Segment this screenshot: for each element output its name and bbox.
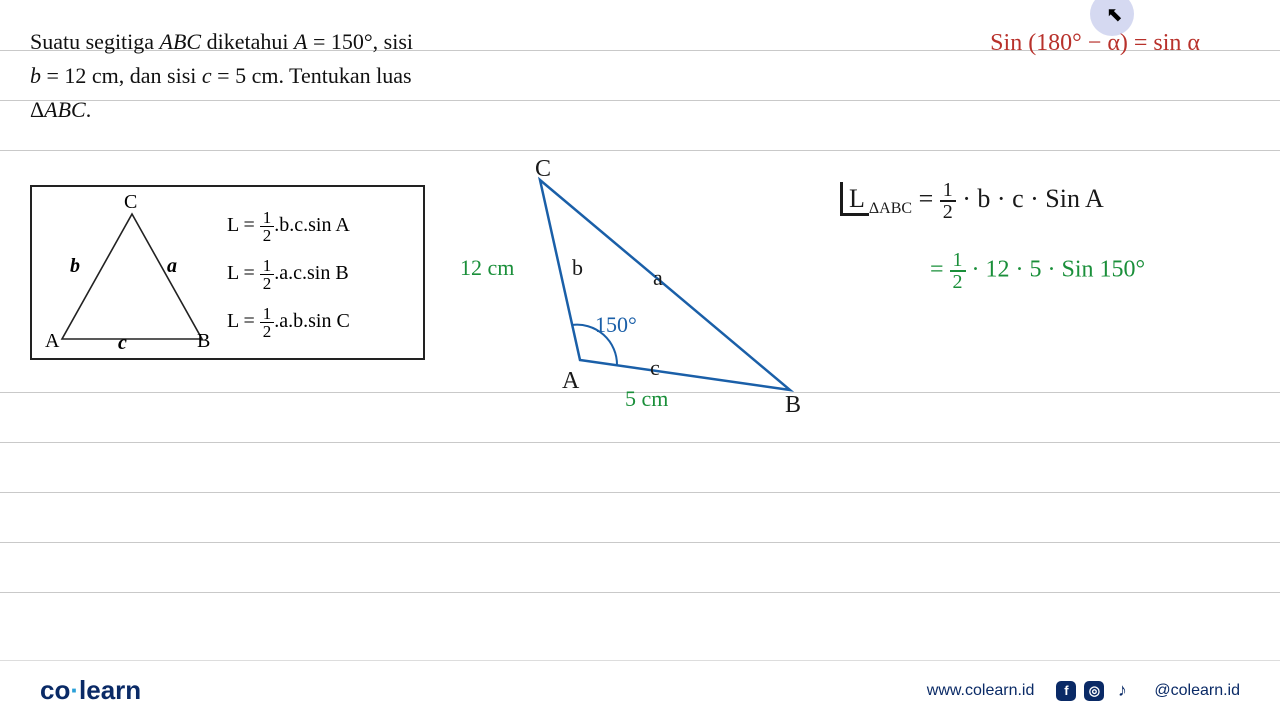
trig-identity: Sin (180° − α) = sin α — [990, 30, 1200, 57]
side-a: a — [167, 255, 177, 278]
d2-c: c — [650, 355, 660, 381]
facebook-icon: f — [1056, 681, 1076, 701]
footer-url: www.colearn.id — [927, 682, 1035, 700]
logo: co·learn — [40, 675, 141, 706]
instagram-icon: ◎ — [1084, 681, 1104, 701]
worked-diagram: C A B b a c 12 cm 5 cm 150° — [440, 160, 830, 425]
formula-3: L = 12.a.b.sin C — [227, 297, 350, 345]
formula-1: L = 12.b.c.sin A — [227, 201, 350, 249]
vertex-C: C — [124, 191, 137, 214]
vertex-B: B — [197, 330, 210, 353]
d2-len-b: 12 cm — [460, 255, 514, 281]
tiktok-icon: ♪ — [1112, 681, 1132, 701]
formula-box: A B C b a c L = 12.b.c.sin A L = 12.a.c.… — [30, 185, 425, 360]
d2-b: b — [572, 255, 583, 281]
d2-len-c: 5 cm — [625, 386, 668, 412]
problem-tri: ABC — [160, 29, 202, 54]
side-c: c — [118, 332, 127, 355]
formula-triangle — [42, 199, 222, 354]
d2-a: a — [653, 265, 663, 291]
problem-text: Suatu segitiga — [30, 29, 160, 54]
area-step-1: LΔABC = 12 · b · c · Sin A — [840, 180, 1104, 222]
problem-statement: Suatu segitiga ABC diketahui A = 150°, s… — [30, 25, 510, 127]
formula-2: L = 12.a.c.sin B — [227, 249, 350, 297]
d2-A: A — [562, 368, 579, 395]
d2-B: B — [785, 392, 801, 419]
area-step-2: = 12 · 12 · 5 · Sin 150° — [930, 250, 1145, 292]
d2-angle: 150° — [595, 312, 637, 338]
vertex-A: A — [45, 330, 59, 353]
social-icons: f ◎ ♪ — [1056, 681, 1132, 701]
footer: co·learn www.colearn.id f ◎ ♪ @colearn.i… — [0, 660, 1280, 720]
cursor-icon: ⬉ — [1106, 2, 1123, 27]
side-b: b — [70, 255, 80, 278]
formula-list: L = 12.b.c.sin A L = 12.a.c.sin B L = 12… — [227, 201, 350, 345]
footer-right: www.colearn.id f ◎ ♪ @colearn.id — [927, 681, 1240, 701]
footer-handle: @colearn.id — [1154, 682, 1240, 700]
d2-C: C — [535, 156, 551, 183]
